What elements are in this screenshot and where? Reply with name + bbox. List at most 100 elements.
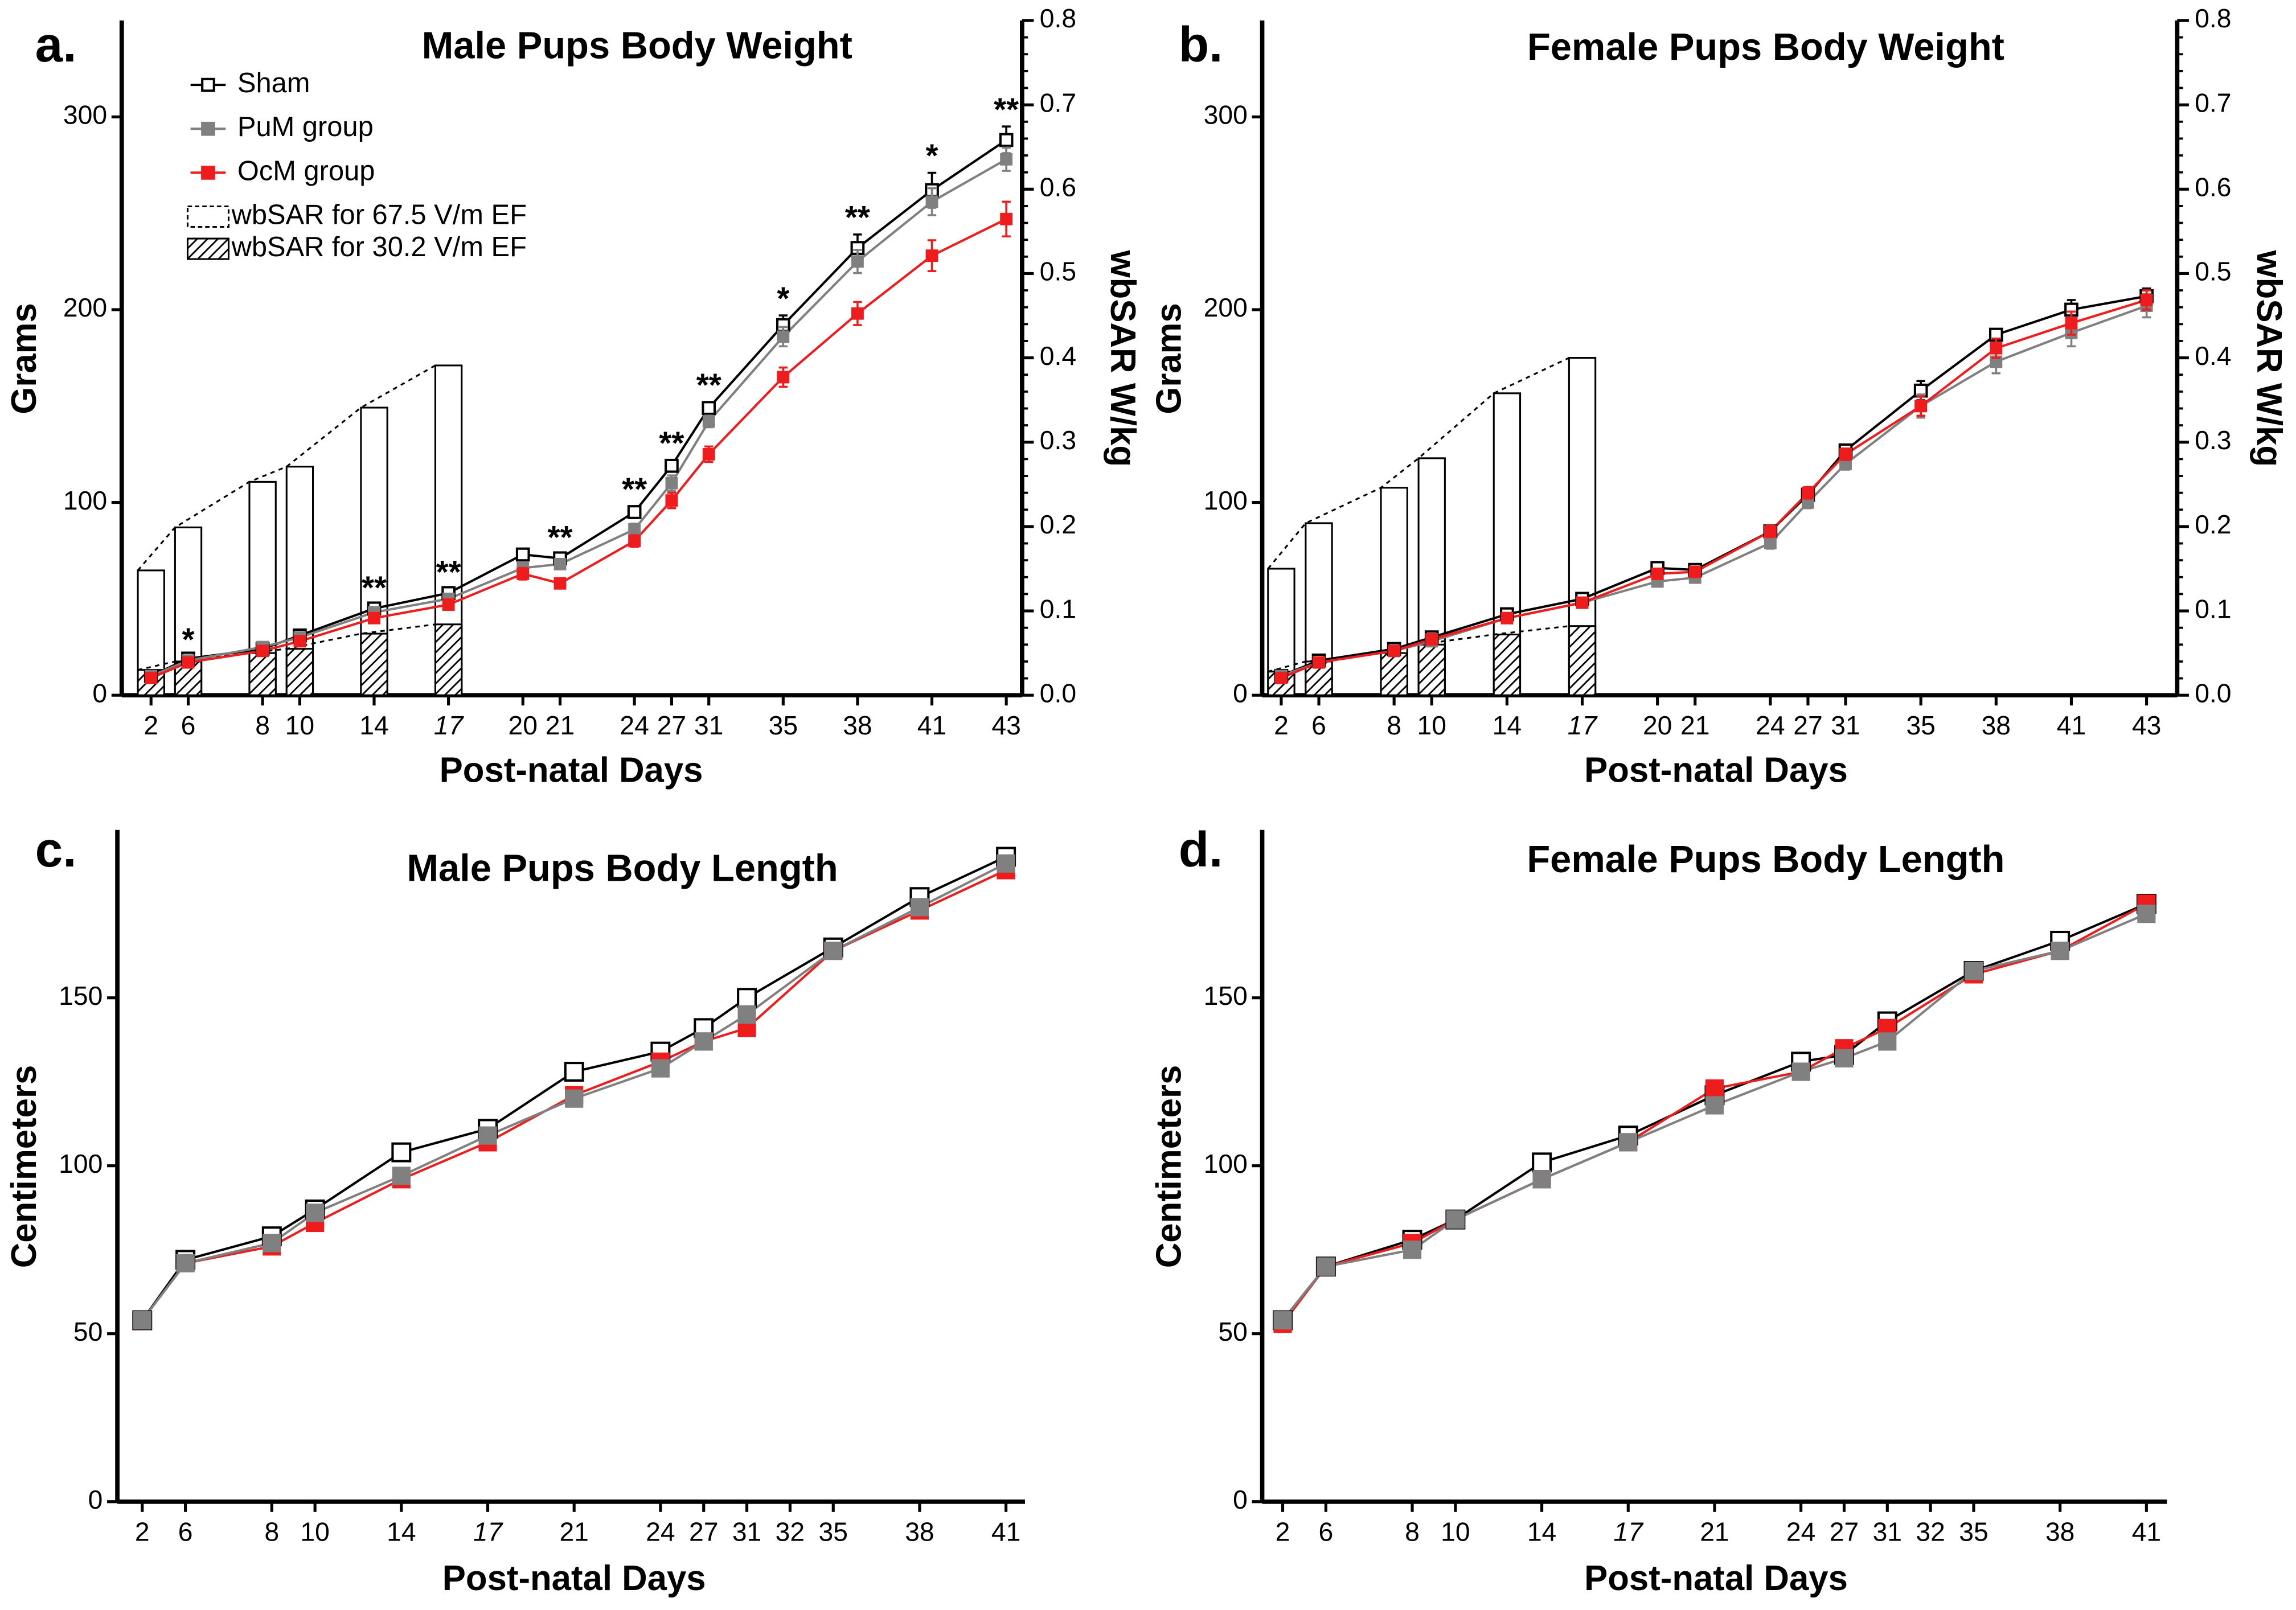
y-tick-label: 150 <box>1204 981 1248 1011</box>
y2-axis-label: wbSAR W/kg <box>2249 250 2289 467</box>
x-axis-label: Post-natal Days <box>440 751 703 790</box>
marker <box>515 547 530 562</box>
marker <box>702 401 716 415</box>
y-tick-label: 50 <box>1218 1317 1247 1346</box>
y2-tick-label: 0.3 <box>2195 425 2231 455</box>
x-tick-label: 6 <box>1311 710 1326 740</box>
marker <box>627 505 642 519</box>
marker <box>1576 596 1589 609</box>
marker <box>777 330 790 343</box>
x-tick-label: 38 <box>1982 710 2011 740</box>
marker <box>442 598 455 611</box>
marker <box>1835 1049 1854 1067</box>
marker <box>2140 294 2153 306</box>
x-tick-label: 17 <box>473 1517 504 1547</box>
marker <box>1688 565 1702 578</box>
marker <box>851 307 864 320</box>
x-tick-label: 38 <box>843 710 872 740</box>
x-tick-label: 31 <box>732 1517 761 1547</box>
panel-label: c. <box>35 822 77 877</box>
y-tick-label: 300 <box>1204 100 1248 130</box>
marker <box>997 854 1015 873</box>
x-tick-label: 2 <box>135 1517 150 1547</box>
y2-tick-label: 0.2 <box>2195 510 2231 539</box>
x-tick-label: 24 <box>620 710 649 740</box>
x-tick-label: 2 <box>1274 710 1289 740</box>
x-tick-label: 2 <box>1276 1517 1290 1547</box>
y2-tick-label: 0.2 <box>1040 510 1076 539</box>
y-tick-label: 0 <box>1233 678 1248 708</box>
significance: ** <box>659 425 684 461</box>
y-axis-label: Centimeters <box>1149 1065 1188 1268</box>
marker <box>1446 1210 1465 1229</box>
x-tick-label: 21 <box>1700 1517 1729 1547</box>
x-axis-label: Post-natal Days <box>442 1559 706 1598</box>
y-axis-label: Grams <box>1149 303 1188 414</box>
y2-axis-label: wbSAR W/kg <box>1103 250 1142 467</box>
x-tick-label: 41 <box>917 710 946 740</box>
series-line <box>1281 913 2147 1321</box>
marker <box>263 1234 281 1252</box>
marker <box>628 523 641 536</box>
marker <box>478 1126 497 1145</box>
marker <box>665 458 679 473</box>
y-axis-label: Grams <box>5 303 44 414</box>
y-tick-label: 100 <box>1204 486 1248 515</box>
x-tick-label: 14 <box>359 710 388 740</box>
y-tick-label: 100 <box>59 1149 102 1178</box>
chart-title: Female Pups Body Length <box>1527 838 2004 881</box>
chart-title: Male Pups Body Weight <box>422 24 852 67</box>
series-line <box>150 217 1007 679</box>
x-axis-label: Post-natal Days <box>1584 751 1848 790</box>
marker <box>1425 633 1438 646</box>
x-tick-label: 31 <box>694 710 723 740</box>
y2-tick-label: 0.0 <box>2195 678 2231 708</box>
x-tick-label: 20 <box>508 710 537 740</box>
y-tick-label: 200 <box>63 293 107 322</box>
y2-tick-label: 0.3 <box>1040 425 1076 455</box>
bar <box>1380 652 1408 696</box>
marker <box>1705 1079 1724 1098</box>
marker <box>182 656 195 669</box>
x-tick-label: 17 <box>1568 710 1598 740</box>
marker <box>516 567 530 580</box>
marker <box>176 1254 195 1272</box>
bar <box>1417 643 1446 696</box>
marker <box>256 644 269 658</box>
legend-marker <box>201 121 215 136</box>
x-tick-label: 27 <box>1830 1517 1859 1547</box>
x-tick-label: 21 <box>546 710 575 740</box>
marker <box>694 1032 713 1051</box>
x-tick-label: 8 <box>1387 710 1401 740</box>
x-tick-label: 31 <box>1873 1517 1902 1547</box>
x-tick-label: 14 <box>387 1517 416 1547</box>
marker <box>999 133 1014 147</box>
panel-label: b. <box>1179 17 1223 72</box>
bar <box>285 648 314 696</box>
marker <box>1619 1133 1638 1152</box>
significance: ** <box>696 367 721 403</box>
y2-tick-label: 0.4 <box>2195 341 2231 371</box>
x-tick-label: 6 <box>181 710 196 740</box>
x-tick-label: 27 <box>689 1517 718 1547</box>
marker <box>554 557 567 570</box>
marker <box>1388 644 1401 658</box>
legend-label: Sham <box>237 68 310 98</box>
x-tick-label: 14 <box>1527 1517 1556 1547</box>
y2-tick-label: 0.0 <box>1040 678 1076 708</box>
y2-tick-label: 0.7 <box>1040 88 1076 117</box>
y2-tick-label: 0.8 <box>2195 3 2231 33</box>
significance: * <box>926 138 938 174</box>
panel-label: a. <box>35 17 77 72</box>
marker <box>665 494 678 507</box>
legend-label: wbSAR for 67.5 V/m EF <box>231 199 527 230</box>
marker <box>1403 1241 1422 1259</box>
chart-title: Female Pups Body Weight <box>1527 26 2004 68</box>
x-tick-label: 24 <box>1786 1517 1815 1547</box>
x-tick-label: 8 <box>255 710 270 740</box>
x-tick-label: 10 <box>300 1517 329 1547</box>
x-tick-label: 32 <box>1916 1517 1945 1547</box>
marker <box>737 988 757 1008</box>
marker <box>737 1005 756 1024</box>
